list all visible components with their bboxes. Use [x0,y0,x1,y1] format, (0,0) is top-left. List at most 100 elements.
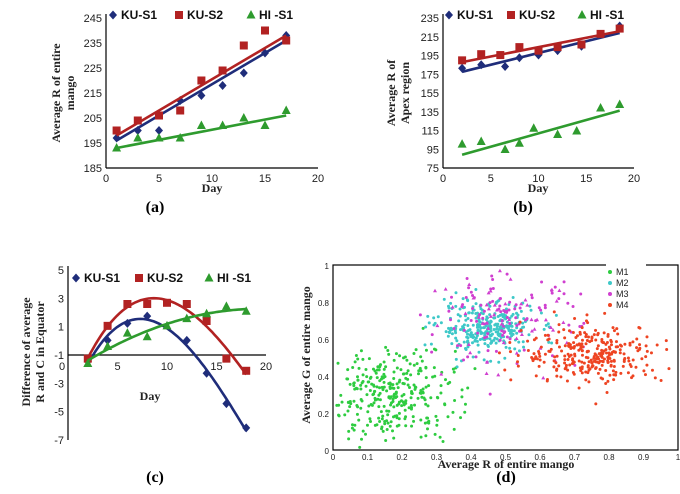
data-point [122,328,132,337]
data-point [466,386,470,390]
y-tick-label: 195 [421,51,439,63]
data-point [580,371,584,375]
legend: KU-S1 KU-S2 HI -S1 [445,8,624,22]
trend-line [115,34,287,137]
data-point [586,371,590,375]
series-ku-s2 [458,24,624,65]
data-point [606,379,610,383]
data-point [566,357,570,361]
data-point [395,424,399,428]
data-point [599,376,603,380]
data-point [584,378,588,382]
data-point [142,331,152,341]
legend-swatch [608,281,612,285]
data-point [494,341,498,345]
data-point [553,129,563,138]
data-point [489,324,493,328]
x-tick-label: 15 [580,173,592,185]
data-point [607,351,611,355]
data-point [387,409,391,413]
data-point [222,399,231,409]
legend-marker [246,10,256,19]
y-axis-label: mango [63,76,77,111]
data-point [353,387,357,391]
data-point [360,437,364,441]
data-point [567,342,571,346]
data-point [239,68,248,78]
data-point [346,368,350,372]
legend-label: M4 [616,300,629,310]
legend-marker [175,11,183,19]
data-point [369,420,373,424]
data-point [419,418,423,422]
data-point [491,299,495,303]
x-axis-label: Day [528,181,549,195]
data-point [502,313,506,317]
x-tick-label: 0.9 [638,453,650,462]
panel-caption: (b) [513,199,533,216]
data-point [596,331,600,335]
data-point [372,392,376,396]
data-point [573,354,577,358]
data-point [596,344,600,348]
data-point [492,328,496,332]
data-point [356,405,360,409]
data-point [426,427,430,431]
data-point [488,304,492,308]
data-point [594,338,598,342]
data-point [534,374,538,378]
data-point [496,51,505,60]
data-point [537,306,541,310]
data-point [474,302,478,306]
data-point [474,316,478,320]
data-point [424,434,428,438]
data-point [466,323,470,327]
data-point [482,309,486,313]
data-point [403,408,407,412]
data-point [623,356,627,360]
data-point [467,311,471,315]
data-point [459,328,463,332]
data-point [361,373,365,377]
data-point [605,390,609,394]
data-point [635,346,639,350]
data-point [545,379,549,383]
data-point [497,268,502,273]
series-hi-s1 [83,301,251,367]
data-point [592,333,596,337]
data-point [562,328,566,332]
data-point [563,344,567,348]
data-point [507,303,511,307]
data-point [378,386,382,390]
data-point [614,345,618,349]
data-point [458,307,462,311]
data-point [242,366,251,375]
data-point [572,125,582,135]
series-hi-s1 [457,99,625,157]
data-point [575,334,579,338]
data-point [453,399,457,403]
data-point [598,359,602,363]
x-tick-label: 15 [210,361,222,373]
data-point [602,341,606,345]
data-point [547,340,551,344]
y-axis-label: R and C in Equator [33,301,47,403]
data-point [521,321,525,325]
data-point [596,29,605,38]
data-point [448,331,452,335]
data-point [546,333,550,337]
data-point [454,304,458,308]
data-point [367,357,371,361]
data-point [577,40,586,49]
data-point [474,287,478,291]
data-point [495,337,499,341]
data-point [571,331,575,335]
data-point [461,358,465,362]
data-point [424,376,428,380]
data-point [450,332,454,336]
data-point [645,363,649,367]
data-point [482,358,486,362]
data-point [489,287,493,291]
data-point [377,405,381,409]
data-point [513,307,517,311]
